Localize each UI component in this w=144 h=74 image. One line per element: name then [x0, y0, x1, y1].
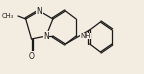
Text: CH₃: CH₃	[2, 13, 14, 19]
Text: O: O	[29, 52, 34, 61]
Text: N: N	[36, 7, 42, 15]
Text: N: N	[43, 32, 49, 40]
Text: NH: NH	[80, 33, 91, 39]
